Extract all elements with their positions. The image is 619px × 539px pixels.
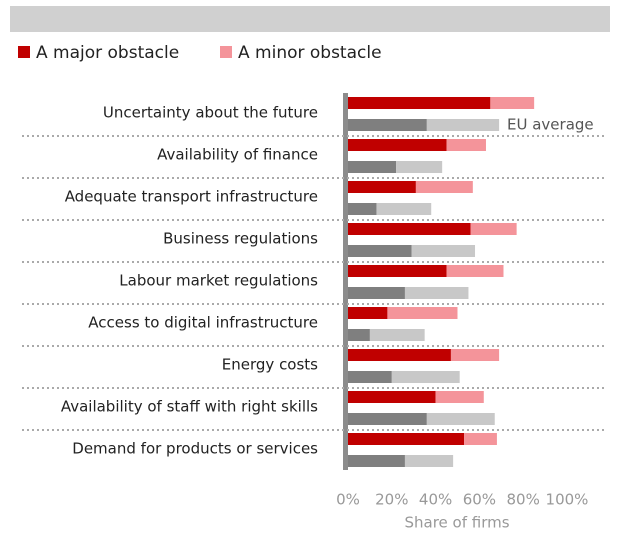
eu-bar — [348, 245, 412, 257]
eu-bar — [426, 413, 495, 425]
eu-bar — [348, 203, 377, 215]
eu-bar — [391, 371, 460, 383]
bar — [415, 181, 473, 193]
eu-bar — [369, 329, 425, 341]
bar — [348, 433, 465, 445]
bar — [387, 307, 458, 319]
bar — [464, 433, 497, 445]
bar — [435, 391, 484, 403]
category-label: Labour market regulations — [119, 272, 318, 290]
eu-bar — [348, 455, 405, 467]
bar — [348, 349, 451, 361]
eu-bar — [396, 161, 443, 173]
bar — [446, 139, 486, 151]
x-tick-label: 60% — [463, 491, 496, 509]
eu-bar — [348, 413, 427, 425]
eu-bar — [348, 119, 427, 131]
header-bar — [10, 6, 610, 32]
bar — [348, 391, 436, 403]
category-label: Access to digital infrastructure — [88, 314, 318, 332]
category-label: Business regulations — [163, 230, 318, 248]
category-label: Uncertainty about the future — [103, 104, 318, 122]
x-tick-label: 40% — [419, 491, 452, 509]
bar — [490, 97, 535, 109]
legend-swatch — [220, 46, 232, 58]
bar — [348, 139, 447, 151]
x-tick-label: 20% — [375, 491, 408, 509]
bar — [348, 223, 471, 235]
axis-bar — [343, 93, 348, 470]
eu-bar — [426, 119, 500, 131]
legend-label: A minor obstacle — [238, 43, 382, 63]
category-label: Energy costs — [222, 356, 318, 374]
x-axis-label: Share of firms — [404, 514, 509, 532]
eu-bar — [348, 371, 392, 383]
eu-bar — [348, 287, 405, 299]
x-tick-label: 0% — [336, 491, 360, 509]
eu-bar — [376, 203, 432, 215]
bar — [470, 223, 517, 235]
category-label: Availability of staff with right skills — [61, 398, 318, 416]
bar — [348, 97, 491, 109]
bar — [450, 349, 500, 361]
eu-bar — [404, 455, 454, 467]
eu-bar — [404, 287, 469, 299]
legend-label: A major obstacle — [36, 43, 179, 63]
bar — [348, 181, 416, 193]
bar — [348, 307, 388, 319]
x-tick-label: 80% — [507, 491, 540, 509]
eu-bar — [348, 329, 370, 341]
bar — [348, 265, 447, 277]
legend-swatch — [18, 46, 30, 58]
eu-bar — [348, 161, 397, 173]
category-label: Adequate transport infrastructure — [65, 188, 318, 206]
x-tick-label: 100% — [546, 491, 589, 509]
annotation: EU average — [507, 116, 594, 134]
bar — [446, 265, 504, 277]
category-label: Availability of finance — [157, 146, 318, 164]
eu-bar — [411, 245, 476, 257]
category-label: Demand for products or services — [72, 440, 318, 458]
